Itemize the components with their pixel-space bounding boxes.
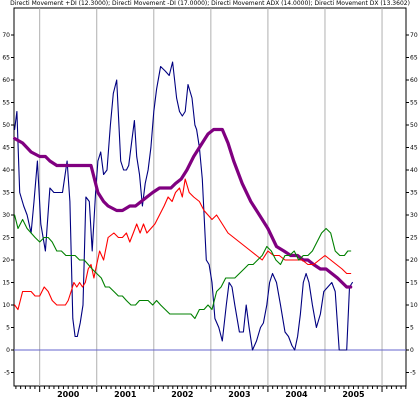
y-tick-label-left: 45 [2, 145, 10, 152]
y-tick-label-left: 40 [2, 167, 10, 174]
y-tick-label-right: 0 [410, 347, 414, 354]
y-tick-label-right: -5 [410, 370, 416, 377]
plot-frame [13, 7, 407, 387]
y-tick-label-left: 20 [2, 257, 10, 264]
y-tick-label-right: 15 [410, 280, 418, 287]
chart-title: Directi Movement +DI (12.3000); Directi … [10, 0, 410, 7]
x-year-label-2000: 2000 [57, 390, 80, 399]
y-tick-label-left: 5 [6, 325, 10, 332]
y-tick-label-right: 35 [410, 190, 418, 197]
y-tick-label-right: 65 [410, 55, 418, 62]
y-tick-label-left: 60 [2, 77, 10, 84]
y-tick-label-left: 30 [2, 212, 10, 219]
y-tick-label-right: 10 [410, 302, 418, 309]
series-adx [13, 127, 353, 289]
series-plus-di [14, 214, 352, 320]
y-tick-label-left: 65 [2, 55, 10, 62]
y-tick-label-left: 15 [2, 280, 10, 287]
y-tick-label-left: 35 [2, 190, 10, 197]
y-tick-label-left: 10 [2, 302, 10, 309]
y-tick-label-right: 45 [410, 145, 418, 152]
y-tick-label-left: 55 [2, 100, 10, 107]
y-tick-label-right: 20 [410, 257, 418, 264]
y-tick-label-right: 30 [410, 212, 418, 219]
y-tick-label-right: 5 [410, 325, 414, 332]
y-axis-right: -5 0 5 10 15 20 25 30 35 40 45 50 55 60 65 70 [406, 32, 418, 377]
y-tick-label-right: 25 [410, 235, 418, 242]
x-axis: 2000 2001 2002 2003 2004 2005 [15, 386, 407, 399]
y-tick-label-right: 40 [410, 167, 418, 174]
series-dx [14, 61, 353, 351]
y-tick-label-left: -5 [4, 370, 10, 377]
plot-border [13, 7, 407, 387]
x-year-label-2002: 2002 [171, 390, 193, 399]
series-layer [13, 61, 353, 351]
y-axis-left: -5 0 5 10 15 20 25 30 35 40 45 50 55 60 65 70 [2, 32, 14, 377]
y-tick-label-left: 70 [2, 32, 10, 39]
y-tick-label-left: 50 [2, 122, 10, 129]
x-year-label-2001: 2001 [114, 390, 137, 399]
y-tick-label-left: 0 [6, 347, 10, 354]
y-tick-label-right: 70 [410, 32, 418, 39]
y-tick-label-right: 55 [410, 100, 418, 107]
x-year-label-2005: 2005 [342, 390, 365, 399]
x-year-label-2003: 2003 [228, 390, 250, 399]
y-tick-label-right: 60 [410, 77, 418, 84]
x-year-label-2004: 2004 [285, 390, 308, 399]
series-minus-di [14, 178, 352, 311]
y-tick-label-left: 25 [2, 235, 10, 242]
y-tick-label-right: 50 [410, 122, 418, 129]
